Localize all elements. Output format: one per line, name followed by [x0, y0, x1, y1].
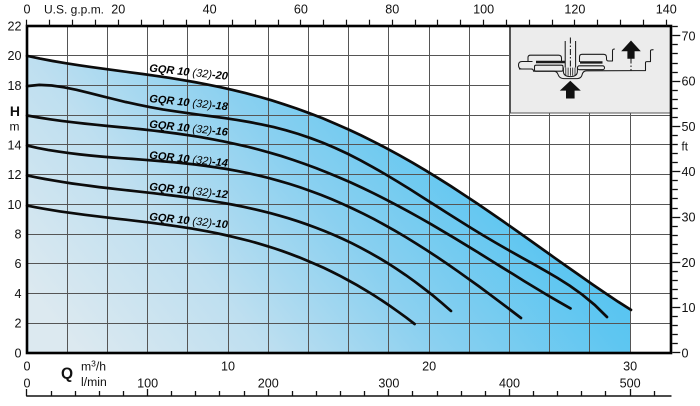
svg-text:l/min: l/min: [81, 375, 107, 389]
svg-text:140: 140: [656, 3, 677, 17]
svg-text:70: 70: [682, 29, 696, 43]
svg-text:m: m: [10, 120, 20, 134]
svg-text:18: 18: [7, 79, 21, 93]
svg-text:10: 10: [7, 198, 21, 212]
svg-text:6: 6: [14, 257, 21, 271]
svg-text:60: 60: [294, 3, 308, 17]
svg-text:22: 22: [7, 19, 21, 33]
svg-text:20: 20: [422, 360, 436, 374]
svg-text:4: 4: [14, 287, 21, 301]
svg-text:GQR 10 (32)-12: GQR 10 (32)-12: [149, 181, 229, 201]
svg-text:m3/h: m3/h: [81, 359, 106, 374]
svg-text:20: 20: [111, 3, 125, 17]
svg-text:30: 30: [682, 211, 696, 225]
svg-text:40: 40: [682, 165, 696, 179]
svg-text:2: 2: [14, 317, 21, 331]
svg-text:120: 120: [564, 3, 585, 17]
svg-text:10: 10: [682, 301, 696, 315]
svg-text:14: 14: [7, 138, 21, 152]
svg-text:100: 100: [473, 3, 494, 17]
svg-text:0: 0: [14, 346, 21, 360]
svg-text:H: H: [10, 103, 20, 119]
svg-text:0: 0: [23, 377, 30, 391]
svg-text:20: 20: [7, 49, 21, 63]
svg-text:0: 0: [23, 360, 30, 374]
svg-text:20: 20: [682, 256, 696, 270]
svg-text:200: 200: [258, 377, 279, 391]
svg-text:0: 0: [23, 3, 30, 17]
svg-text:10: 10: [221, 360, 235, 374]
svg-text:U.S. g.p.m.: U.S. g.p.m.: [44, 3, 104, 17]
svg-text:GQR 10 (32)-18: GQR 10 (32)-18: [149, 93, 230, 113]
svg-text:GQR 10 (32)-14: GQR 10 (32)-14: [149, 150, 229, 170]
svg-text:80: 80: [385, 3, 399, 17]
svg-text:12: 12: [7, 168, 21, 182]
svg-text:500: 500: [620, 377, 641, 391]
svg-text:GQR 10 (32)-16: GQR 10 (32)-16: [149, 119, 230, 139]
svg-text:ft: ft: [682, 142, 689, 154]
svg-text:0: 0: [682, 346, 689, 360]
svg-text:Q: Q: [61, 366, 73, 383]
svg-text:30: 30: [623, 360, 637, 374]
svg-text:8: 8: [14, 228, 21, 242]
svg-text:100: 100: [137, 377, 158, 391]
svg-text:50: 50: [682, 120, 696, 134]
svg-text:GQR 10 (32)-10: GQR 10 (32)-10: [149, 211, 230, 231]
svg-text:60: 60: [682, 75, 696, 89]
svg-text:GQR 10 (32)-20: GQR 10 (32)-20: [149, 63, 230, 83]
svg-text:40: 40: [203, 3, 217, 17]
svg-text:400: 400: [499, 377, 520, 391]
svg-text:300: 300: [378, 377, 399, 391]
